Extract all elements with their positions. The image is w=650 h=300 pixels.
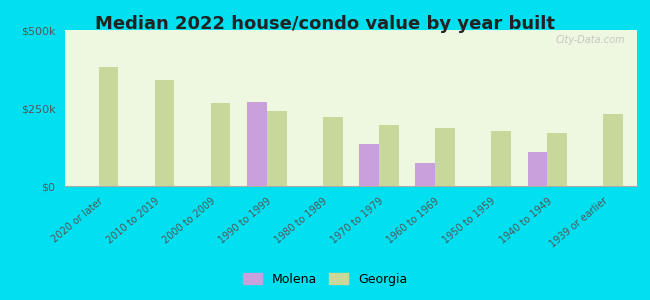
Bar [267, 111, 287, 186]
Bar [491, 131, 511, 186]
Bar [379, 125, 398, 186]
Bar [247, 102, 267, 186]
Bar [211, 103, 231, 186]
Bar [603, 114, 623, 186]
Bar [528, 152, 547, 186]
Legend: Molena, Georgia: Molena, Georgia [238, 268, 412, 291]
Bar [435, 128, 455, 186]
Bar [415, 163, 435, 186]
Bar [99, 68, 118, 186]
Bar [155, 80, 174, 186]
Bar [547, 133, 567, 186]
Bar [323, 117, 343, 186]
Bar [359, 144, 379, 186]
Text: Median 2022 house/condo value by year built: Median 2022 house/condo value by year bu… [95, 15, 555, 33]
Text: City-Data.com: City-Data.com [556, 35, 625, 45]
